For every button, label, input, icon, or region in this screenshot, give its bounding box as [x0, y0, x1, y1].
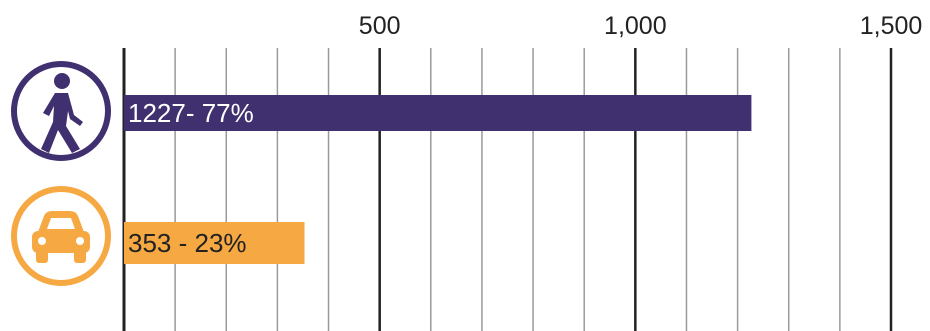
- bar-data-label: 1227- 77%: [128, 98, 254, 128]
- bar-car: [124, 222, 305, 264]
- tick-labels: 500 1,000 1,500: [359, 12, 922, 40]
- tick-label: 500: [359, 12, 401, 40]
- bar-walking: [124, 95, 752, 131]
- bar-data-label: 353 - 23%: [128, 228, 247, 258]
- grid-lines: [122, 48, 893, 331]
- tick-label: 1,000: [604, 12, 667, 40]
- bars: 1227- 77% 353 - 23%: [124, 95, 752, 264]
- tick-label: 1,500: [860, 12, 923, 40]
- car-icon: [11, 186, 111, 286]
- walking-icon: [11, 61, 111, 161]
